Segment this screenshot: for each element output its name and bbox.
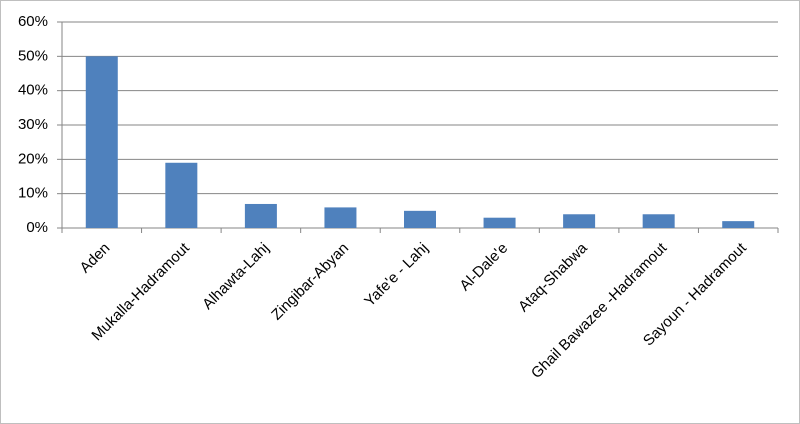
y-tick-label: 60% xyxy=(18,13,48,30)
bar xyxy=(483,217,516,228)
bar xyxy=(85,56,118,229)
bar xyxy=(563,214,596,228)
bar xyxy=(244,203,277,228)
bar xyxy=(642,214,675,228)
y-tick-label: 0% xyxy=(26,219,48,236)
y-tick-label: 40% xyxy=(18,82,48,99)
bar xyxy=(404,210,436,228)
bar xyxy=(165,162,198,228)
y-tick-label: 30% xyxy=(18,116,48,133)
y-tick-label: 50% xyxy=(18,47,48,64)
y-tick-label: 10% xyxy=(18,185,48,202)
bar xyxy=(722,221,755,228)
bar xyxy=(324,207,357,228)
y-tick-label: 20% xyxy=(18,150,48,167)
